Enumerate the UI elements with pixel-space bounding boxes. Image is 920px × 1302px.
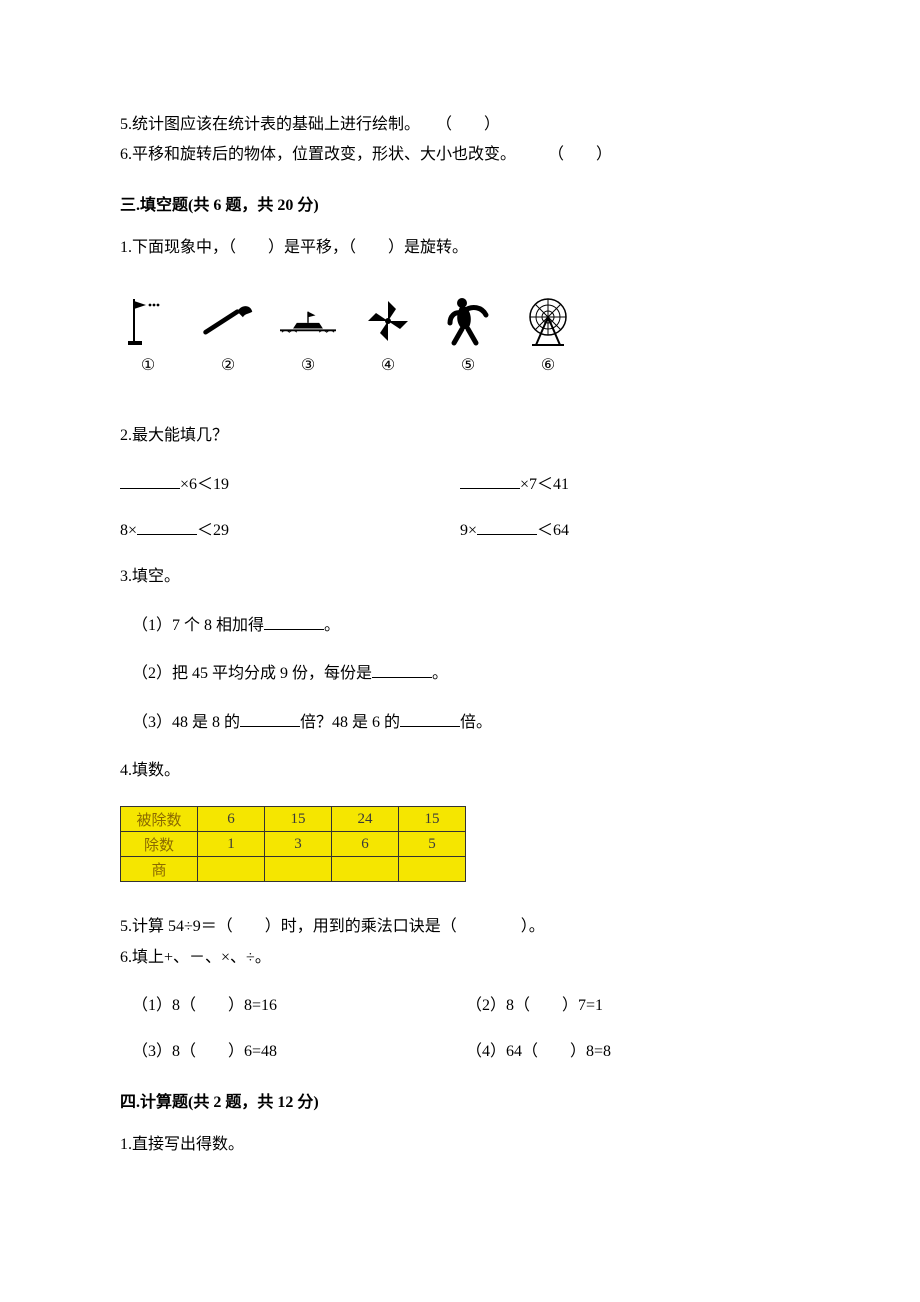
- s3q2-r2b: 9× ＜64: [460, 516, 800, 546]
- ferriswheel-icon: [520, 293, 576, 349]
- windmill-icon: [360, 293, 416, 349]
- s3q6-4: （4）64（ ）8=8: [466, 1037, 800, 1067]
- s3q2-r1b: ×7＜41: [460, 470, 800, 500]
- row-header: 商: [121, 857, 198, 882]
- text: （1）7 个 8 相加得: [132, 617, 264, 634]
- cell: 24: [332, 807, 399, 832]
- text: ×6＜19: [180, 476, 229, 493]
- cell: 3: [265, 832, 332, 857]
- s3q2-row2: 8× ＜29 9× ＜64: [120, 516, 800, 546]
- s3q5-text: 5.计算 54÷9＝（ ）时，用到的乘法口诀是（ ）。: [120, 912, 800, 942]
- table-row: 商: [121, 857, 466, 882]
- table-row: 被除数 6 15 24 15: [121, 807, 466, 832]
- cell-empty: [265, 857, 332, 882]
- choice-3: ③: [280, 293, 336, 375]
- page: 5.统计图应该在统计表的基础上进行绘制。 （ ） 6.平移和旋转后的物体，位置改…: [0, 0, 920, 1220]
- q5-text: 5.统计图应该在统计表的基础上进行绘制。 （ ）: [120, 110, 800, 140]
- row-header: 被除数: [121, 807, 198, 832]
- gymnast-icon: [440, 293, 496, 349]
- choice-4: ④: [360, 293, 416, 375]
- cell: 5: [399, 832, 466, 857]
- cell-empty: [399, 857, 466, 882]
- choice-6-label: ⑥: [541, 355, 555, 375]
- choice-1-label: ①: [141, 355, 155, 375]
- s3q6-row2: （3）8（ ）6=48 （4）64（ ）8=8: [120, 1037, 800, 1067]
- s3q3-2: （2）把 45 平均分成 9 份，每份是 。: [120, 659, 800, 689]
- text: ×7＜41: [520, 476, 569, 493]
- section3-header: 三.填空题(共 6 题，共 20 分): [120, 191, 800, 215]
- s3q6-1: （1）8（ ）8=16: [132, 991, 466, 1021]
- s3q3-3: （3）48 是 8 的 倍？48 是 6 的 倍。: [120, 708, 800, 738]
- choice-5-label: ⑤: [461, 355, 475, 375]
- text: ＜64: [537, 522, 569, 539]
- s3q3-1: （1）7 个 8 相加得 。: [120, 611, 800, 641]
- s3q2-r2a: 8× ＜29: [120, 516, 460, 546]
- s3q6-2: （2）8（ ）7=1: [466, 991, 800, 1021]
- s3q4-text: 4.填数。: [120, 756, 800, 786]
- cell-empty: [332, 857, 399, 882]
- table: 被除数 6 15 24 15 除数 1 3 6 5 商: [120, 806, 466, 882]
- cell: 6: [198, 807, 265, 832]
- table-row: 除数 1 3 6 5: [121, 832, 466, 857]
- row-header: 除数: [121, 832, 198, 857]
- text: （3）48 是 8 的: [132, 714, 240, 731]
- blank: [372, 661, 432, 678]
- s3q3-text: 3.填空。: [120, 562, 800, 592]
- flag-icon: [120, 293, 176, 349]
- cell: 15: [399, 807, 466, 832]
- s3q6-3: （3）8（ ）6=48: [132, 1037, 466, 1067]
- s3q2-text: 2.最大能填几？: [120, 421, 800, 451]
- choice-2: ②: [200, 293, 256, 375]
- text: （2）把 45 平均分成 9 份，每份是: [132, 665, 372, 682]
- blank: [137, 518, 197, 535]
- blank: [264, 613, 324, 630]
- cell: 15: [265, 807, 332, 832]
- blank: [240, 710, 300, 727]
- blank: [400, 710, 460, 727]
- wrench-icon: [200, 293, 256, 349]
- s4q1-text: 1.直接写出得数。: [120, 1130, 800, 1160]
- choice-5: ⑤: [440, 293, 496, 375]
- q6-text: 6.平移和旋转后的物体，位置改变，形状、大小也改变。 （ ）: [120, 140, 800, 170]
- choice-6: ⑥: [520, 293, 576, 375]
- blank: [460, 472, 520, 489]
- text: 。: [324, 617, 340, 634]
- s3q2-r1a: ×6＜19: [120, 470, 460, 500]
- choice-3-label: ③: [301, 355, 315, 375]
- cell-empty: [198, 857, 265, 882]
- division-table: 被除数 6 15 24 15 除数 1 3 6 5 商: [120, 806, 800, 882]
- blank: [120, 472, 180, 489]
- blank: [477, 518, 537, 535]
- choice-1: ①: [120, 293, 176, 375]
- cell: 6: [332, 832, 399, 857]
- text: ＜29: [197, 522, 229, 539]
- text: 倍？48 是 6 的: [300, 714, 400, 731]
- section4-header: 四.计算题(共 2 题，共 12 分): [120, 1088, 800, 1112]
- s3q6-row1: （1）8（ ）8=16 （2）8（ ）7=1: [120, 991, 800, 1021]
- text: 8×: [120, 522, 137, 539]
- s3q1-text: 1.下面现象中，（ ）是平移，（ ）是旋转。: [120, 233, 800, 263]
- choice-4-label: ④: [381, 355, 395, 375]
- boat-icon: [280, 293, 336, 349]
- choice-2-label: ②: [221, 355, 235, 375]
- image-choices-row: ① ② ③: [120, 293, 800, 375]
- text: 。: [432, 665, 448, 682]
- s3q6-text: 6.填上+、－、×、÷。: [120, 943, 800, 973]
- s3q2-row1: ×6＜19 ×7＜41: [120, 470, 800, 500]
- cell: 1: [198, 832, 265, 857]
- text: 9×: [460, 522, 477, 539]
- text: 倍。: [460, 714, 492, 731]
